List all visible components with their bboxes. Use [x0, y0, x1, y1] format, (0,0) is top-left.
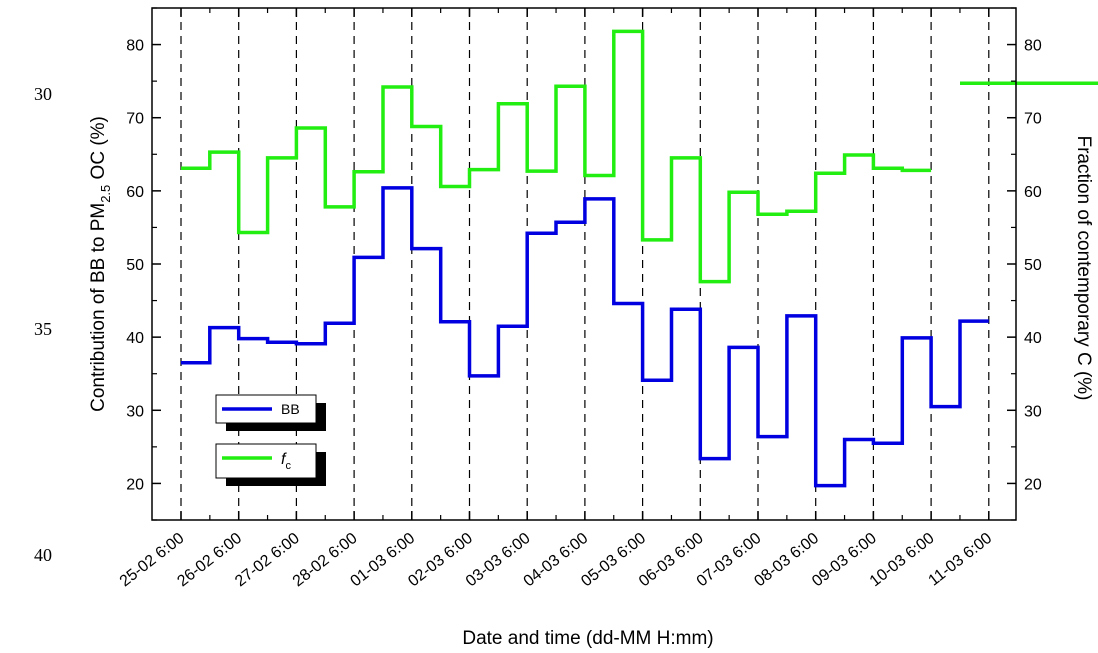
legend-label-fc-sub: c [285, 460, 291, 472]
y-axis-label-left-post: OC (%) [88, 116, 109, 185]
y-tick-label-left-30: 30 [126, 403, 144, 420]
y-tick-label-left-20: 20 [126, 476, 144, 493]
y-tick-label-left-70: 70 [126, 111, 144, 128]
y-tick-label-right-80: 80 [1024, 38, 1042, 55]
legend-label-bb: BB [281, 401, 300, 417]
legend: BB fc [215, 394, 326, 486]
y-tick-label-right-50: 50 [1024, 257, 1042, 274]
y-tick-label-right-20: 20 [1024, 476, 1042, 493]
y-axis-label-right: Fraction of contemporary C (%) [1073, 135, 1094, 400]
x-tick-label-14: 11-03 6:00 [925, 530, 995, 590]
legend-box-fc [215, 443, 317, 479]
series-line-f-c-0 [181, 29, 932, 284]
y-axis-label-left-pre: Contribution of BB to PM [88, 203, 109, 412]
y-tick-label-left-60: 60 [126, 184, 144, 201]
y-tick-label-left-40: 40 [126, 330, 144, 347]
y-tick-label-left-80: 80 [126, 38, 144, 55]
y-axis-label-left-sub: 2.5 [98, 185, 113, 203]
line-number-35: 35 [34, 319, 52, 339]
y-tick-label-right-70: 70 [1024, 111, 1042, 128]
x-axis-label: Date and time (dd-MM H:mm) [462, 628, 713, 649]
y-tick-label-left-50: 50 [126, 257, 144, 274]
legend-label-fc: fc [281, 451, 291, 472]
series-layer [181, 29, 1098, 488]
y-axis-label-left: Contribution of BB to PM2.5 OC (%) [88, 116, 113, 412]
line-number-40: 40 [34, 545, 52, 565]
x-tick-label-13: 10-03 6:00 [867, 530, 938, 591]
y-tick-label-right-30: 30 [1024, 403, 1042, 420]
legend-label-fc-main: f [281, 451, 287, 468]
line-number-30: 30 [34, 84, 52, 104]
y-tick-label-right-40: 40 [1024, 330, 1042, 347]
gridlines [180, 8, 990, 520]
y-tick-label-right-60: 60 [1024, 184, 1042, 201]
series-line-bb-0 [181, 186, 989, 488]
